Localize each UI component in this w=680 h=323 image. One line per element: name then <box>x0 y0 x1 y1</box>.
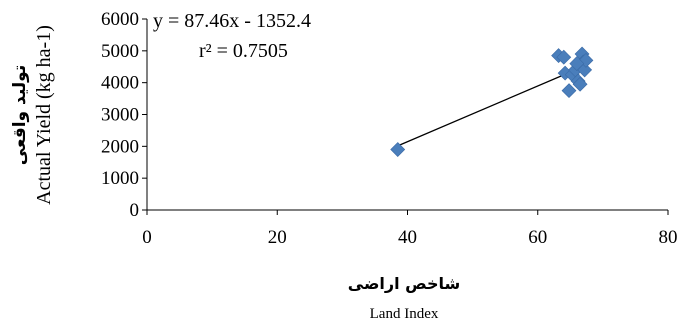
x-axis-title-english: Land Index <box>370 306 439 322</box>
x-tick-label: 80 <box>659 227 678 248</box>
r-squared-label: r² = 0.7505 <box>199 40 288 62</box>
data-point <box>569 56 585 71</box>
y-tick-label: 6000 <box>101 9 139 30</box>
y-axis-title-english: Actual Yield (kg ha-1) <box>33 25 55 205</box>
y-axis-title-persian: تولید واقعی <box>10 65 30 165</box>
x-axis-title-persian: شاخص اراضی <box>348 274 461 293</box>
data-points <box>390 46 594 157</box>
data-point <box>556 49 572 65</box>
y-tick-label: 0 <box>130 200 140 221</box>
y-axis-ticks: 0 1000 2000 3000 4000 5000 6000 <box>101 9 147 221</box>
y-tick-label: 2000 <box>101 136 139 157</box>
data-point <box>572 76 588 92</box>
y-tick-label: 3000 <box>101 105 139 126</box>
data-point <box>561 83 577 99</box>
y-tick-label: 1000 <box>101 168 139 189</box>
y-tick-label: 5000 <box>101 41 139 62</box>
x-tick-label: 20 <box>268 227 287 248</box>
y-tick-label: 4000 <box>101 73 139 94</box>
data-point <box>390 142 406 157</box>
x-tick-label: 60 <box>528 227 547 248</box>
x-tick-label: 0 <box>142 227 152 248</box>
x-tick-label: 40 <box>398 227 417 248</box>
trend-equation: y = 87.46x - 1352.4 <box>153 10 311 32</box>
trendline <box>397 64 587 147</box>
x-axis-ticks: 0 20 40 60 80 <box>142 210 678 248</box>
